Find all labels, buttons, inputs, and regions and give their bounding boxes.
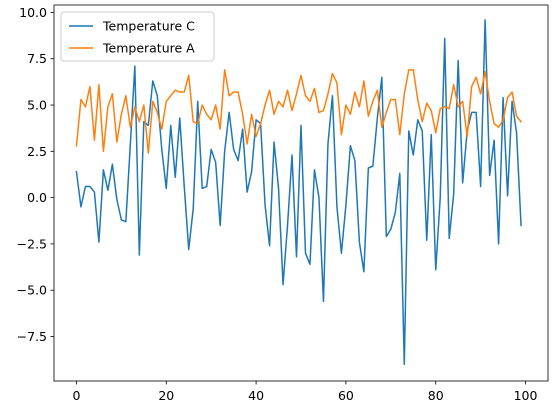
series-line-2: [75, 69, 523, 154]
y-tick-label: 7.5: [27, 51, 47, 66]
legend-label-2: Temperature A: [102, 41, 195, 56]
y-tick-label: −7.5: [17, 329, 47, 344]
y-tick-label: −2.5: [17, 236, 47, 251]
y-tick-label: 10.0: [19, 5, 47, 20]
legend-box: [60, 11, 215, 62]
x-tick-label: 20: [158, 388, 174, 403]
plot-frame: [53, 4, 549, 382]
legend-label-1: Temperature C: [102, 19, 195, 34]
y-tick-label: 2.5: [27, 144, 47, 159]
y-tick-label: 5.0: [27, 98, 47, 113]
legend: Temperature C Temperature A: [60, 11, 215, 62]
x-tick-label: 60: [338, 388, 354, 403]
x-tick-label: 80: [428, 388, 444, 403]
x-tick-label: 100: [514, 388, 538, 403]
plot-area: [54, 5, 548, 381]
y-tick-label: 0.0: [27, 190, 47, 205]
x-tick-label: 0: [72, 388, 80, 403]
y-tick-label: −5.0: [17, 283, 47, 298]
series-layer: [75, 19, 523, 366]
x-axis: 0 20 40 60 80 100: [72, 381, 538, 403]
y-axis: −7.5 −5.0 −2.5 0.0 2.5 5.0 7.5 10.0: [17, 5, 54, 344]
x-tick-label: 40: [248, 388, 264, 403]
series-line-1: [75, 19, 522, 366]
